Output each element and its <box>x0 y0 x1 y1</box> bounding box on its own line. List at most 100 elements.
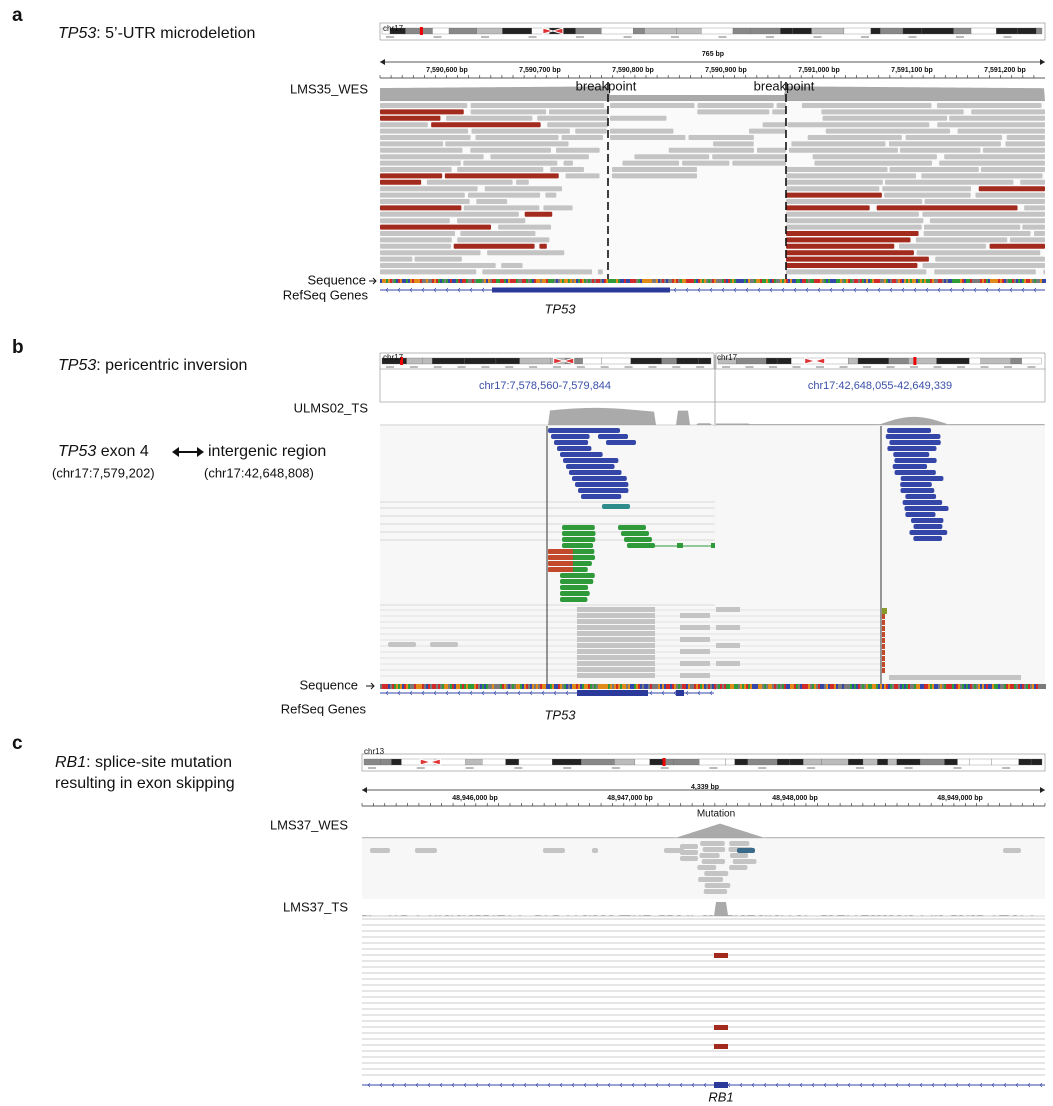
read <box>380 116 440 121</box>
ruler-label: 7,590,600 bp <box>426 67 468 74</box>
base <box>718 279 720 283</box>
base <box>718 684 720 689</box>
base <box>752 684 754 689</box>
base <box>914 279 916 283</box>
read <box>1007 135 1045 140</box>
base <box>932 279 934 283</box>
read <box>924 225 1020 230</box>
base <box>784 684 786 689</box>
base <box>410 279 412 283</box>
base <box>1044 279 1046 283</box>
cytoband <box>677 28 702 34</box>
read <box>808 135 902 140</box>
base <box>818 684 820 689</box>
base <box>666 279 668 283</box>
base <box>862 684 864 689</box>
base <box>954 684 956 689</box>
base <box>830 684 832 689</box>
base <box>544 684 546 689</box>
cytoband <box>1031 759 1042 765</box>
base <box>990 279 992 283</box>
ruler-label: 7,591,200 bp <box>984 67 1026 74</box>
exon <box>577 690 648 696</box>
read <box>525 212 553 217</box>
base <box>534 279 536 283</box>
base <box>532 279 534 283</box>
cytoband <box>789 759 803 765</box>
base <box>740 684 742 689</box>
read <box>935 257 1045 262</box>
base <box>840 684 842 689</box>
base <box>748 279 750 283</box>
base <box>568 684 570 689</box>
base <box>512 279 514 283</box>
base <box>508 684 510 689</box>
base <box>698 684 700 689</box>
read <box>900 148 980 153</box>
base <box>478 279 480 283</box>
base <box>844 279 846 283</box>
base <box>504 279 506 283</box>
base <box>448 684 450 689</box>
base <box>904 279 906 283</box>
base <box>1042 684 1044 689</box>
base <box>754 279 756 283</box>
base <box>554 279 556 283</box>
read <box>705 883 731 888</box>
base <box>820 279 822 283</box>
ruler-label: 48,946,000 bp <box>452 795 498 802</box>
base <box>614 279 616 283</box>
base <box>426 684 428 689</box>
base <box>528 684 530 689</box>
base <box>756 279 758 283</box>
read <box>786 237 911 242</box>
base <box>576 684 578 689</box>
base <box>870 279 872 283</box>
base <box>776 684 778 689</box>
base <box>840 279 842 283</box>
base <box>604 684 606 689</box>
base <box>590 684 592 689</box>
base <box>620 684 622 689</box>
read <box>548 561 573 566</box>
ruler-label: 48,947,000 bp <box>607 795 653 802</box>
fusion-right-coord: (chr17:42,648,808) <box>204 465 314 480</box>
read <box>882 668 885 673</box>
base <box>674 279 676 283</box>
base <box>1038 684 1040 689</box>
base <box>460 684 462 689</box>
read <box>380 218 450 223</box>
base <box>1030 684 1032 689</box>
read <box>680 649 710 654</box>
base <box>382 684 384 689</box>
base <box>758 279 760 283</box>
base <box>790 684 792 689</box>
base <box>852 279 854 283</box>
base <box>674 684 676 689</box>
read <box>786 263 917 268</box>
base <box>892 684 894 689</box>
base <box>478 684 480 689</box>
read <box>899 244 986 249</box>
cytoband <box>631 358 662 364</box>
base <box>842 279 844 283</box>
base <box>482 684 484 689</box>
read <box>949 116 1045 121</box>
base <box>684 279 686 283</box>
base <box>828 684 830 689</box>
base <box>792 684 794 689</box>
read <box>560 579 593 584</box>
base <box>400 684 402 689</box>
read <box>380 173 442 178</box>
base <box>380 684 382 689</box>
read <box>937 103 1042 108</box>
base <box>966 684 968 689</box>
cytoband <box>908 358 936 364</box>
cytoband <box>803 759 821 765</box>
base <box>686 684 688 689</box>
base <box>612 279 614 283</box>
cytoband <box>449 28 477 34</box>
base <box>548 684 550 689</box>
base <box>440 279 442 283</box>
base <box>688 279 690 283</box>
